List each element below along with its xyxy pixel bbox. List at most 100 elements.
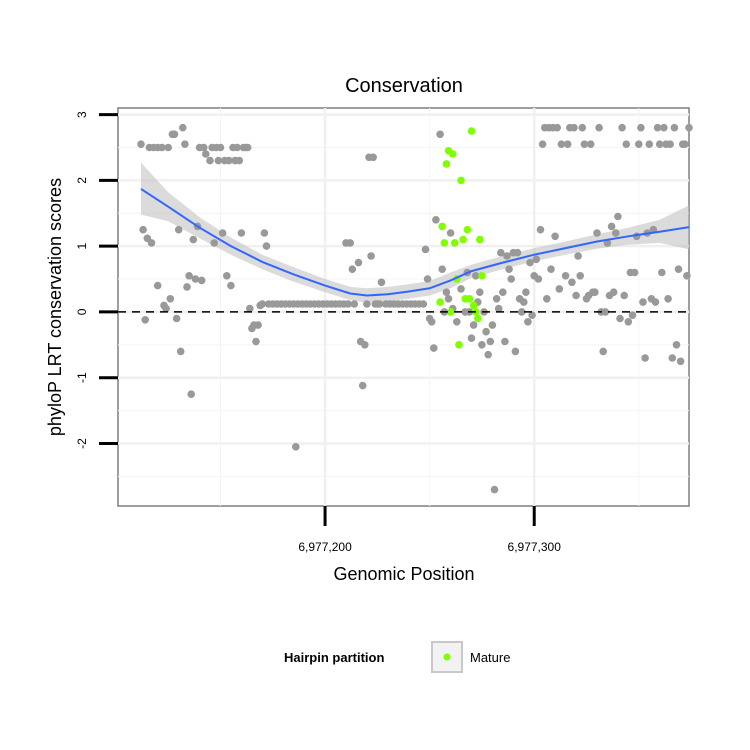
data-point bbox=[578, 123, 587, 132]
data-point bbox=[645, 140, 654, 148]
data-point bbox=[164, 143, 172, 152]
data-point bbox=[580, 140, 589, 148]
data-point bbox=[513, 248, 522, 257]
data-point bbox=[174, 225, 183, 234]
data-point bbox=[568, 278, 576, 287]
data-point bbox=[536, 225, 545, 234]
data-point-mature bbox=[457, 176, 465, 185]
data-point bbox=[655, 140, 664, 148]
y-tick-label: 3 bbox=[75, 111, 89, 118]
smooth-trend-line bbox=[140, 188, 690, 297]
data-point bbox=[246, 304, 254, 313]
data-point bbox=[624, 318, 633, 326]
data-point bbox=[260, 229, 269, 237]
data-point bbox=[453, 318, 461, 326]
data-point bbox=[430, 344, 438, 352]
data-point-mature bbox=[478, 272, 486, 280]
data-point bbox=[427, 318, 436, 326]
data-point bbox=[685, 123, 693, 132]
data-point bbox=[586, 140, 595, 148]
points-other bbox=[137, 123, 693, 494]
data-point bbox=[254, 321, 262, 329]
data-point bbox=[497, 248, 505, 257]
data-point bbox=[503, 252, 511, 260]
data-point bbox=[442, 288, 451, 297]
data-point bbox=[375, 300, 384, 308]
data-point bbox=[137, 140, 145, 148]
data-point bbox=[423, 275, 432, 283]
data-point bbox=[361, 341, 369, 349]
data-point bbox=[185, 272, 193, 280]
data-point bbox=[191, 275, 200, 283]
data-point bbox=[147, 239, 156, 247]
data-point bbox=[488, 321, 497, 329]
data-point bbox=[538, 140, 547, 148]
legend-key-mature bbox=[443, 653, 451, 661]
data-point bbox=[482, 327, 490, 336]
y-tick-label: -1 bbox=[75, 372, 89, 383]
data-point-mature bbox=[440, 239, 449, 247]
plot-panel bbox=[117, 107, 693, 507]
data-point bbox=[668, 354, 677, 362]
data-point bbox=[166, 295, 175, 303]
data-point bbox=[618, 123, 626, 132]
data-point bbox=[350, 300, 359, 308]
data-point bbox=[630, 268, 639, 277]
data-point bbox=[563, 140, 572, 148]
data-point bbox=[614, 212, 622, 221]
data-point bbox=[599, 347, 607, 356]
data-point bbox=[170, 130, 179, 139]
data-point bbox=[639, 298, 647, 306]
data-point bbox=[176, 347, 185, 356]
data-point bbox=[187, 390, 195, 399]
data-point bbox=[258, 300, 267, 308]
data-point bbox=[486, 337, 495, 346]
data-point bbox=[363, 300, 371, 308]
data-point bbox=[620, 291, 628, 300]
data-point bbox=[609, 288, 618, 297]
data-point bbox=[467, 334, 476, 343]
x-axis-title: Genomic Position bbox=[333, 564, 474, 584]
data-point bbox=[162, 304, 170, 313]
data-point bbox=[179, 123, 187, 132]
data-point bbox=[570, 123, 578, 132]
data-point bbox=[476, 288, 484, 297]
legend: Hairpin partition Mature bbox=[284, 641, 510, 673]
data-point-mature bbox=[446, 308, 455, 316]
data-point bbox=[218, 229, 227, 237]
data-point bbox=[432, 216, 440, 224]
data-point bbox=[637, 123, 645, 132]
data-point bbox=[158, 143, 166, 152]
data-point bbox=[438, 265, 447, 274]
data-point bbox=[490, 485, 499, 494]
data-point bbox=[172, 314, 181, 323]
legend-label-mature: Mature bbox=[470, 650, 510, 665]
data-point bbox=[524, 318, 532, 326]
data-point bbox=[576, 272, 584, 280]
x-tick-label: 6,977,200 bbox=[298, 540, 352, 554]
data-point bbox=[139, 225, 147, 234]
data-point bbox=[494, 304, 503, 313]
data-point-mature bbox=[442, 160, 451, 168]
data-point bbox=[507, 275, 515, 283]
data-point bbox=[237, 229, 246, 237]
data-point bbox=[292, 443, 300, 451]
data-point bbox=[344, 300, 352, 308]
data-point bbox=[214, 156, 223, 165]
data-point bbox=[557, 140, 566, 148]
data-point bbox=[681, 140, 689, 148]
data-point bbox=[446, 229, 455, 237]
data-point bbox=[572, 291, 580, 300]
data-point bbox=[683, 272, 691, 280]
y-tick-label: 0 bbox=[75, 308, 89, 315]
data-point bbox=[197, 276, 206, 285]
data-point bbox=[551, 232, 559, 241]
data-point bbox=[501, 337, 509, 346]
data-point bbox=[526, 258, 534, 267]
data-point bbox=[478, 341, 486, 349]
points-mature bbox=[436, 127, 486, 349]
data-point bbox=[664, 295, 672, 303]
data-point bbox=[660, 123, 668, 132]
data-point bbox=[672, 341, 681, 349]
data-point bbox=[216, 143, 225, 152]
